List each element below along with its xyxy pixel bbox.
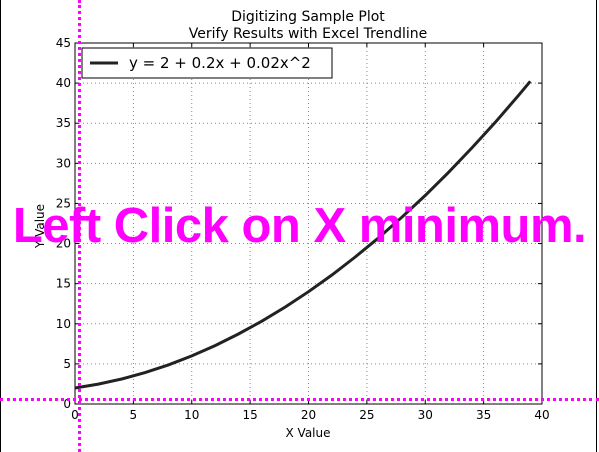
x-tick-label: 10 [184, 408, 199, 422]
grid-lines [75, 43, 542, 404]
y-axis-ticks: 0 5 10 15 20 25 30 35 40 45 [56, 36, 542, 411]
legend: y = 2 + 0.2x + 0.02x^2 [81, 47, 333, 79]
y-axis-label: Y Value [33, 204, 47, 249]
x-tick-label: 0 [71, 408, 79, 422]
y-tick-label: 10 [56, 317, 71, 331]
y-tick-label: 20 [56, 237, 71, 251]
y-tick-label: 15 [56, 277, 71, 291]
x-tick-label: 15 [242, 408, 257, 422]
x-tick-label: 25 [359, 408, 374, 422]
chart-title: Digitizing Sample Plot [231, 9, 385, 25]
crosshair-horizontal [0, 398, 599, 401]
series-line [74, 80, 532, 390]
legend-box [81, 47, 333, 79]
crosshair-vertical [78, 0, 81, 452]
chart-subtitle: Verify Results with Excel Trendline [189, 26, 427, 42]
x-tick-label: 40 [534, 408, 549, 422]
legend-entry: y = 2 + 0.2x + 0.02x^2 [129, 54, 311, 72]
x-axis-label: X Value [286, 426, 331, 440]
x-tick-label: 35 [476, 408, 491, 422]
y-tick-label: 40 [56, 76, 71, 90]
y-tick-label: 5 [63, 357, 71, 371]
y-tick-label: 25 [56, 196, 71, 210]
y-tick-label: 30 [56, 156, 71, 170]
x-tick-label: 20 [301, 408, 316, 422]
y-tick-label: 45 [56, 36, 71, 50]
y-tick-label: 0 [63, 397, 71, 411]
y-tick-label: 35 [56, 116, 71, 130]
x-tick-label: 5 [130, 408, 138, 422]
x-axis-ticks: 0 5 10 15 20 25 30 35 40 [71, 43, 550, 422]
x-tick-label: 30 [418, 408, 433, 422]
